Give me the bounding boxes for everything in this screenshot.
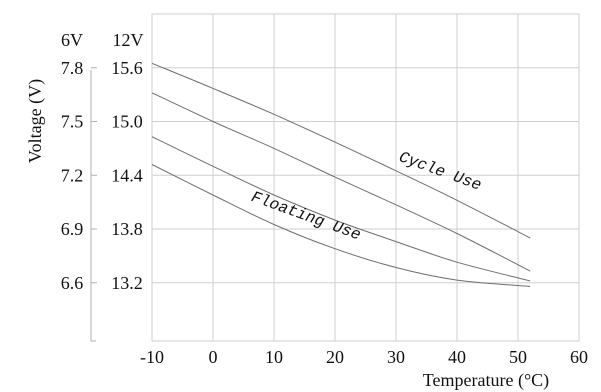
y-tick-label-6v: 7.8 bbox=[61, 58, 84, 78]
x-tick-label: 50 bbox=[509, 347, 527, 367]
y-axis-title: Voltage (V) bbox=[25, 79, 46, 163]
x-tick-label: 40 bbox=[448, 347, 466, 367]
x-axis-title: Temperature (°C) bbox=[423, 370, 549, 391]
x-tick-label: 60 bbox=[570, 347, 588, 367]
x-tick-label: 30 bbox=[387, 347, 405, 367]
x-tick-label: 20 bbox=[326, 347, 344, 367]
y-tick-label-12v: 13.8 bbox=[111, 219, 143, 239]
cycle-use-upper-curve bbox=[151, 62, 531, 239]
y-tick-label-12v: 15.0 bbox=[111, 112, 143, 132]
y-header-12v: 12V bbox=[113, 30, 144, 50]
y-tick-label-12v: 15.6 bbox=[111, 58, 143, 78]
floating-use-lower-curve bbox=[151, 164, 531, 287]
x-tick-label: -10 bbox=[140, 347, 164, 367]
floating-use-upper-curve bbox=[151, 136, 531, 282]
y-tick-label-12v: 14.4 bbox=[111, 165, 143, 185]
y-tick-label-6v: 7.5 bbox=[61, 112, 84, 132]
y-tick-label-6v: 6.9 bbox=[61, 219, 84, 239]
grid bbox=[152, 14, 579, 341]
x-tick-label: 0 bbox=[209, 347, 218, 367]
y-tick-label-6v: 6.6 bbox=[61, 273, 84, 293]
x-tick-label: 10 bbox=[265, 347, 283, 367]
y-tick-label-12v: 13.2 bbox=[111, 273, 143, 293]
plot-area bbox=[151, 13, 580, 342]
y-header-6v: 6V bbox=[61, 30, 83, 50]
y-tick-label-6v: 7.2 bbox=[61, 165, 84, 185]
cycle-use-lower-curve bbox=[151, 92, 531, 272]
